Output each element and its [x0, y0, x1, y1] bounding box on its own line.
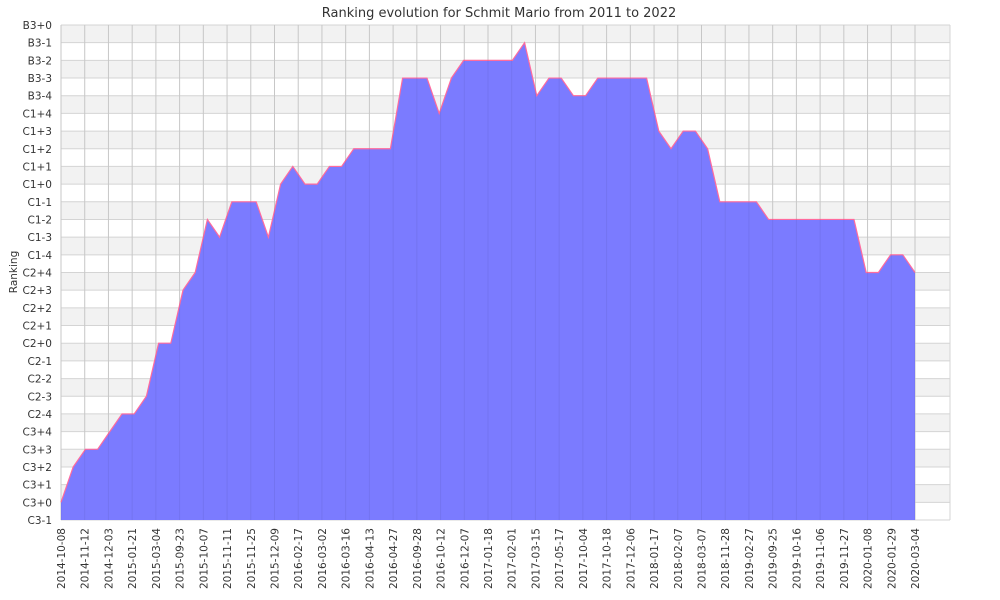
x-tick-label: 2019-11-06 — [815, 528, 827, 589]
y-tick-label: C1-2 — [28, 214, 52, 226]
x-tick-label: 2016-10-12 — [436, 528, 448, 589]
y-tick-label: C2+2 — [23, 303, 53, 315]
x-tick-label: 2017-05-17 — [554, 528, 566, 589]
y-axis-ticks: C3-1 C3+0 C3+1 C3+2 C3+3 C3+4 C2-4 C2-3 C2-2 C2-1… — [23, 20, 53, 527]
y-tick-label: C1+1 — [23, 161, 53, 173]
x-tick-label: 2015-09-23 — [175, 528, 187, 589]
x-tick-label: 2015-03-04 — [151, 528, 163, 589]
x-tick-label: 2017-01-18 — [483, 528, 495, 589]
x-tick-label: 2016-03-02 — [317, 528, 329, 589]
y-tick-label: C1+0 — [23, 179, 53, 191]
area-series — [60, 25, 916, 521]
x-tick-label: 2019-09-25 — [768, 528, 780, 589]
y-tick-label: C3+2 — [23, 462, 53, 474]
y-tick-label: C2-4 — [28, 409, 53, 421]
y-tick-label: B3-3 — [28, 73, 52, 85]
x-tick-label: 2016-09-28 — [412, 528, 424, 589]
x-tick-label: 2017-10-04 — [578, 528, 590, 589]
y-tick-label: C2-2 — [28, 374, 52, 386]
x-tick-label: 2017-12-06 — [625, 528, 637, 589]
chart-title: Ranking evolution for Schmit Mario from … — [322, 6, 677, 21]
y-tick-label: B3-1 — [28, 38, 52, 50]
x-tick-label: 2018-01-17 — [649, 528, 661, 589]
x-tick-label: 2017-10-18 — [602, 528, 614, 589]
y-tick-label: C3+1 — [23, 480, 53, 492]
x-tick-label: 2019-11-27 — [839, 528, 851, 589]
x-tick-label: 2014-10-08 — [56, 528, 68, 589]
x-tick-label: 2016-02-17 — [293, 528, 305, 589]
y-tick-label: C2+3 — [23, 285, 53, 297]
x-tick-label: 2020-01-29 — [886, 528, 898, 589]
x-tick-label: 2020-03-04 — [910, 528, 922, 589]
y-tick-label: C1-1 — [28, 197, 52, 209]
x-tick-label: 2018-02-07 — [673, 528, 685, 589]
y-tick-label: B3-2 — [28, 55, 52, 67]
y-tick-label: C3-1 — [28, 515, 52, 527]
y-tick-label: C3+3 — [23, 444, 53, 456]
x-tick-label: 2019-10-16 — [791, 528, 803, 589]
x-tick-label: 2018-11-28 — [720, 528, 732, 589]
y-tick-label: B3-4 — [28, 91, 53, 103]
series-line — [60, 41, 916, 503]
band — [61, 25, 950, 43]
y-tick-label: C1+2 — [23, 144, 53, 156]
y-tick-label: C2+4 — [23, 268, 53, 280]
y-tick-label: B3+0 — [23, 20, 52, 32]
y-tick-label: C3+0 — [23, 497, 53, 509]
x-tick-label: 2018-03-07 — [697, 528, 709, 589]
y-tick-label: C2-3 — [28, 391, 52, 403]
x-tick-label: 2020-01-08 — [863, 528, 875, 589]
x-tick-label: 2017-02-01 — [507, 528, 519, 589]
x-tick-label: 2014-11-12 — [80, 528, 92, 589]
x-tick-label: 2015-01-21 — [127, 528, 139, 589]
x-tick-label: 2014-12-03 — [103, 528, 115, 589]
x-tick-label: 2016-04-27 — [388, 528, 400, 589]
y-tick-label: C3+4 — [23, 427, 53, 439]
x-tick-label: 2015-11-25 — [246, 528, 258, 589]
area-fill — [61, 42, 915, 521]
x-tick-label: 2019-02-27 — [744, 528, 756, 589]
x-axis-ticks: 2014-10-08 2014-11-12 2014-12-03 2015-01-21… — [56, 528, 922, 589]
y-tick-label: C1+3 — [23, 126, 53, 138]
y-tick-label: C1-3 — [28, 232, 52, 244]
y-tick-label: C1+4 — [23, 108, 53, 120]
x-tick-label: 2015-11-11 — [222, 528, 234, 589]
x-tick-label: 2016-04-13 — [364, 528, 376, 589]
y-tick-label: C1-4 — [28, 250, 53, 262]
y-tick-label: C2-1 — [28, 356, 52, 368]
y-axis-label: Ranking — [8, 251, 20, 293]
x-tick-label: 2016-03-16 — [341, 528, 353, 589]
y-tick-label: C2+1 — [23, 321, 53, 333]
y-tick-label: C2+0 — [23, 338, 53, 350]
x-tick-label: 2015-10-07 — [198, 528, 210, 589]
x-tick-label: 2017-03-15 — [530, 528, 542, 589]
x-tick-label: 2016-12-07 — [459, 528, 471, 589]
x-tick-label: 2015-12-09 — [270, 528, 282, 589]
